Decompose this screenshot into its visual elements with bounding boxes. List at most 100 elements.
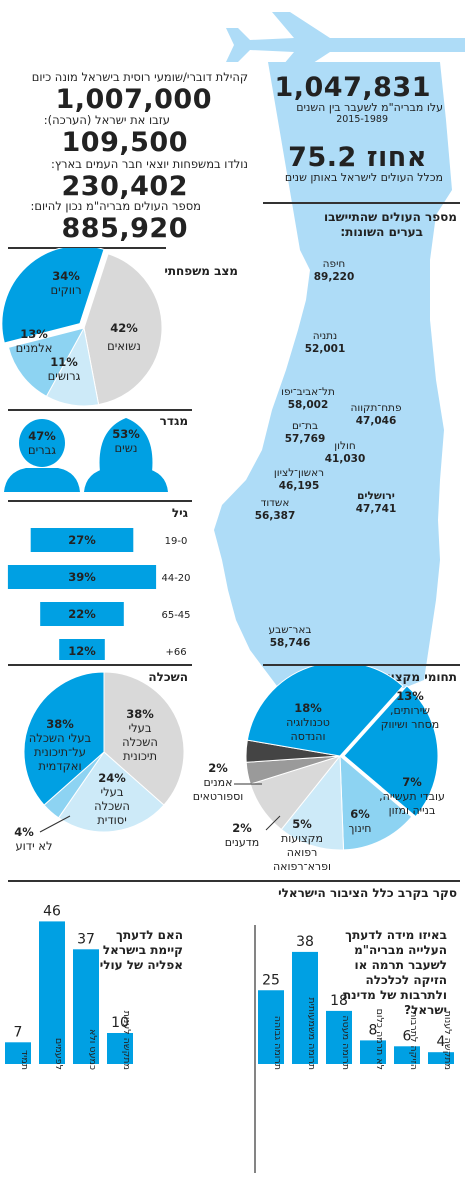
slice-label: בעלי [129,721,152,735]
left-value: 109,500 [61,127,188,158]
survey-bar [394,1046,420,1064]
slice-label: יסודית [97,813,127,827]
divider [8,409,192,411]
current-label: מספר העולים מבריה"מ נכון להיום: [30,199,201,213]
pie-slice [343,685,439,818]
slice-label: ואקדמית [38,759,81,773]
divider [263,202,460,204]
data-label: 24% [98,771,126,785]
left-label: עזבו את ישראל (הערכה): [43,113,170,127]
category-label: תרומה משמעותית [306,997,317,1070]
slice-label: השכלה [94,799,130,813]
slice-label: וספורטאים [193,790,243,803]
pie-slice [246,666,404,757]
category-label: לא תרמה כלום [374,1009,385,1070]
age-chart: 27% 19-0 39% 44-20 22% 65-45 12% 66+ [7,528,191,660]
survey-bar [428,1052,454,1064]
divider [8,880,460,882]
data-label: 42% [110,321,138,335]
survey-bar [39,921,65,1064]
survey-bar [360,1040,386,1064]
man-icon [4,419,80,492]
speakers-label: קהילת דוברי/שומעי רוסית בישראל מונה כיום [31,70,248,84]
category-label: תרומה גבוהה [272,1016,283,1070]
data-label: 34% [52,269,80,283]
occupation-pie: 13%שירותים,מסחר ושיווק 7%עובדי תעשייה,בני… [193,666,445,873]
slice-label: טכנולוגיה [286,716,330,729]
pie-slice [103,671,185,806]
survey-bar [107,1033,133,1064]
data-label: 13% [396,689,424,703]
city-holon: חולון 41,030 [324,440,366,465]
data-label: 7% [402,775,422,789]
education-title: השכלה [148,670,188,684]
data-label: 6 [403,1028,412,1044]
data-label: 7 [14,1024,23,1040]
pie-slice [83,253,163,406]
city-netanya: נתניה 52,001 [304,330,346,355]
data-label: 2% [208,761,228,775]
survey-bar [5,1042,31,1064]
pie-slice [280,754,345,851]
slice-label: לא ידוע [15,839,52,853]
pie-slice [1,248,105,344]
survey-bar [73,949,99,1064]
city-beer-sheva: באר־שבע 58,746 [268,624,312,649]
slice-label: גרושים [48,369,81,383]
pie-slice [339,754,413,851]
israel-map [214,62,452,712]
data-label: 2% [232,821,252,835]
city-bat-yam: בת־ים 57,769 [284,420,326,445]
data-label: 4% [14,825,34,839]
city-jerusalem: ירושלים 47,741 [355,490,397,515]
category-label: 44-20 [161,573,190,584]
slice-label: אלמנים [16,341,53,355]
divider [8,664,192,666]
data-label: 47% [28,429,56,443]
family-pie: 42% נשואים 11%גרושים 13%אלמנים 34%רווקים [1,248,163,407]
data-label: 18 [330,993,348,1009]
slice-label: נשואים [107,339,141,353]
olim-label-1: עלו מבריה"מ לשעבר בין השנים [296,101,443,114]
survey-title: סקר בקרב כלל הציבור הישראלי [278,886,457,900]
category-label: תמיד [19,1050,30,1070]
city-petah-tikva: פתח־תקווה 47,046 [350,402,402,427]
olim-label-2: 2015-1989 [336,114,388,125]
slice-label: מסחר ושיווק [381,718,440,731]
data-label: 6% [350,807,370,821]
city-tel-aviv: תל־אביב־יפו 58,002 [281,386,335,411]
slice-label: אמנים [204,776,233,789]
age-bar [30,528,134,552]
data-label: 46 [43,903,61,919]
slice-label: השכלה [122,735,158,749]
data-label: 8 [369,1022,378,1038]
data-label: 27% [68,533,96,547]
speakers-value: 1,007,000 [55,84,212,115]
category-label: מתקשה לענות [442,1011,453,1070]
survey-bar [292,951,318,1064]
divider [8,500,192,502]
category-label: לפעמים [53,1038,64,1070]
data-label: 37 [77,931,95,947]
gender-figures: 47% גברים 53% נשים [4,418,168,492]
pie-slice [7,327,85,398]
slice-label: ופרא־רפואה [273,860,331,873]
age-bar [7,565,157,589]
pie-slice [57,751,165,833]
data-label: 22% [68,607,96,621]
city-rishon: ראשון־לציון 46,195 [273,467,325,492]
slice-label: שירותים, [390,704,430,717]
leader-line [265,815,281,831]
data-label: 25 [262,972,280,988]
current-value: 885,920 [61,213,188,244]
data-label: 38% [46,717,74,731]
percent-value: 75.2 אחוז [288,142,427,173]
city-haifa: חיפה 89,220 [313,258,355,283]
slice-label: בעלי [101,785,124,799]
slice-label: רווקים [50,283,81,297]
category-label: 65-45 [161,610,190,621]
slice-label: תיכונית [123,749,157,763]
category-label: מתקשה לענות [121,1011,132,1070]
map-title-2: בערים השונות: [340,225,423,239]
